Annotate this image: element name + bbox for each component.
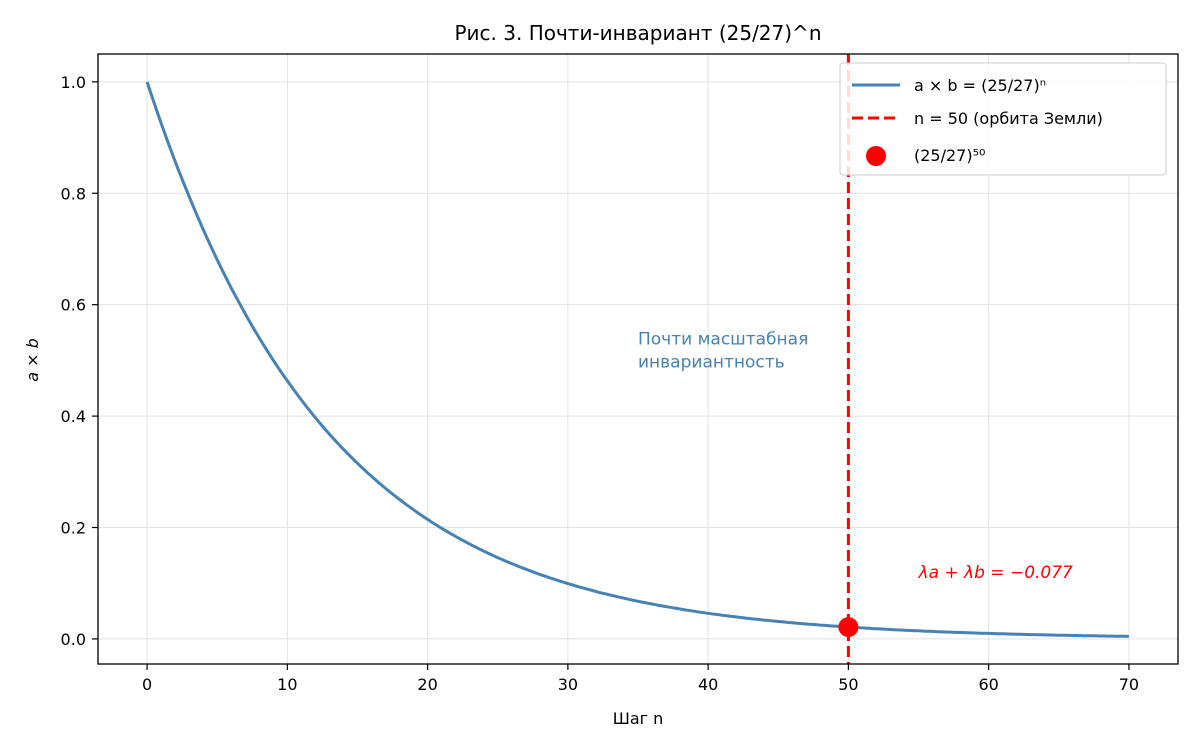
y-tick-label: 0.4 <box>61 407 86 426</box>
x-tick-label: 60 <box>978 675 998 694</box>
y-axis-ticks: 0.0 0.2 0.4 0.6 0.8 1.0 <box>61 73 98 649</box>
x-tick-label: 0 <box>142 675 152 694</box>
annotations: Почти масштабная инвариантность λa + λb = … <box>638 329 1073 583</box>
y-tick-label: 0.0 <box>61 630 86 649</box>
legend-label-curve: a × b = (25/27)ⁿ <box>914 76 1046 95</box>
legend-box <box>839 62 1167 176</box>
annotation-line: Почти масштабная <box>638 329 808 349</box>
x-tick-label: 50 <box>838 675 858 694</box>
annotation-scale-invariance: Почти масштабная инвариантность <box>638 329 808 372</box>
y-tick-label: 1.0 <box>61 73 86 92</box>
y-tick-label: 0.6 <box>61 296 86 315</box>
legend-label-vline: n = 50 (орбита Земли) <box>914 109 1103 128</box>
y-tick-label: 0.8 <box>61 184 86 203</box>
marker-point <box>838 617 859 638</box>
annotation-lyapunov-sum: λa + λb = −0.077 <box>918 563 1074 583</box>
x-tick-label: 20 <box>417 675 437 694</box>
decay-curve <box>145 81 1129 638</box>
y-tick-label: 0.2 <box>61 519 86 538</box>
legend-point-swatch <box>866 146 886 166</box>
annotation-line: инвариантность <box>638 352 785 372</box>
y-axis-label: a × b <box>23 338 42 382</box>
x-tick-label: 40 <box>698 675 718 694</box>
x-axis-ticks: 0 10 20 30 40 50 60 70 <box>142 664 1139 694</box>
legend: a × b = (25/27)ⁿ n = 50 (орбита Земли) (… <box>839 62 1167 176</box>
x-axis-label: Шаг n <box>613 709 664 728</box>
axes-frame <box>97 53 1179 665</box>
x-tick-label: 10 <box>277 675 297 694</box>
legend-label-point: (25/27)⁵⁰ <box>914 146 985 165</box>
x-tick-label: 70 <box>1119 675 1139 694</box>
x-tick-label: 30 <box>558 675 578 694</box>
chart-title: Рис. 3. Почти-инвариант (25/27)^n <box>455 21 822 45</box>
